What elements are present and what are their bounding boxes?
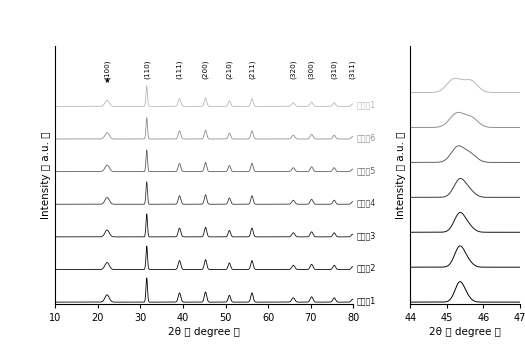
Text: (211): (211) (249, 59, 255, 79)
Text: (200): (200) (202, 59, 209, 79)
Text: (210): (210) (226, 59, 233, 79)
Text: (320): (320) (290, 59, 297, 79)
Text: ★: ★ (103, 76, 111, 85)
Y-axis label: Intensity （ a.u. ）: Intensity （ a.u. ） (41, 131, 51, 219)
Text: (310): (310) (331, 59, 338, 79)
X-axis label: 2θ （ degree ）: 2θ （ degree ） (429, 327, 501, 337)
Text: 实施例5: 实施例5 (357, 166, 376, 175)
X-axis label: 2θ （ degree ）: 2θ （ degree ） (169, 327, 240, 337)
Y-axis label: Intensity （ a.u. ）: Intensity （ a.u. ） (396, 131, 406, 219)
Text: 实施例2: 实施例2 (357, 264, 376, 273)
Text: (111): (111) (176, 59, 183, 79)
Text: 对比例1: 对比例1 (357, 100, 376, 110)
Text: (100): (100) (104, 59, 110, 79)
Text: 实施例3: 实施例3 (357, 231, 376, 240)
Text: (110): (110) (143, 59, 150, 79)
Text: 实施例6: 实施例6 (357, 133, 376, 142)
Text: 实施例4: 实施例4 (357, 198, 376, 207)
Text: (300): (300) (308, 59, 315, 79)
Text: (311): (311) (349, 59, 356, 79)
Text: 实施例1: 实施例1 (357, 296, 376, 305)
